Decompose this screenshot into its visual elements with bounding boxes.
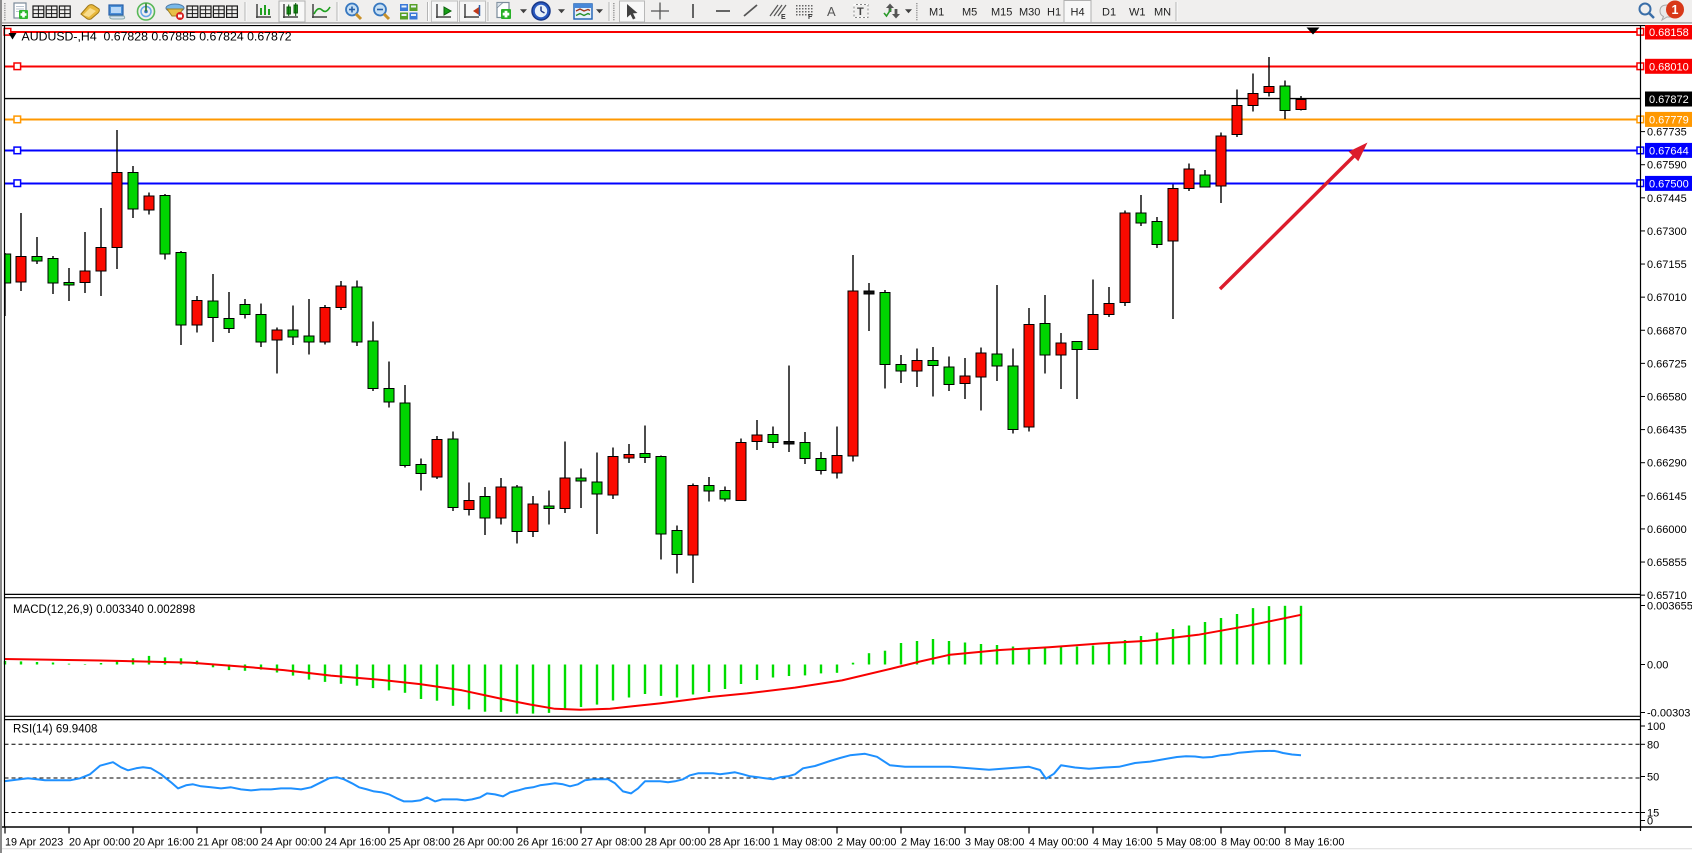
- svg-text:H1: H1: [1047, 7, 1061, 19]
- svg-text:21 Apr 08:00: 21 Apr 08:00: [197, 837, 258, 849]
- svg-text:0.67735: 0.67735: [1647, 127, 1687, 139]
- svg-text:F: F: [808, 14, 813, 21]
- svg-text:26 Apr 16:00: 26 Apr 16:00: [517, 837, 578, 849]
- svg-text:A: A: [827, 4, 836, 19]
- svg-text:0.67779: 0.67779: [1649, 114, 1689, 126]
- svg-text:M5: M5: [962, 7, 977, 19]
- svg-text:2 May 00:00: 2 May 00:00: [837, 837, 896, 849]
- svg-text:24 Apr 16:00: 24 Apr 16:00: [325, 837, 386, 849]
- svg-text:0.67155: 0.67155: [1647, 259, 1687, 271]
- svg-text:0.67300: 0.67300: [1647, 226, 1687, 238]
- svg-text:27 Apr 08:00: 27 Apr 08:00: [581, 837, 642, 849]
- svg-text:20 Apr 16:00: 20 Apr 16:00: [133, 837, 194, 849]
- svg-text:8 May 00:00: 8 May 00:00: [1221, 837, 1280, 849]
- svg-text:26 Apr 00:00: 26 Apr 00:00: [453, 837, 514, 849]
- svg-text:D1: D1: [1102, 7, 1116, 19]
- svg-text:T: T: [857, 6, 864, 18]
- svg-text:15: 15: [1647, 808, 1659, 820]
- svg-text:0.67644: 0.67644: [1649, 145, 1689, 157]
- svg-text:M30: M30: [1019, 7, 1040, 19]
- svg-text:MN: MN: [1154, 7, 1171, 19]
- svg-text:0.003655: 0.003655: [1647, 601, 1692, 613]
- svg-text:0.68010: 0.68010: [1649, 61, 1689, 73]
- svg-text:100: 100: [1647, 721, 1665, 733]
- svg-text:0.67010: 0.67010: [1647, 292, 1687, 304]
- svg-text:3 May 08:00: 3 May 08:00: [965, 837, 1024, 849]
- svg-text:H4: H4: [1071, 7, 1085, 19]
- svg-text:M15: M15: [991, 7, 1012, 19]
- svg-text:0.65710: 0.65710: [1647, 590, 1687, 602]
- svg-text:50: 50: [1647, 772, 1659, 784]
- svg-text:0.66725: 0.66725: [1647, 358, 1687, 370]
- svg-text:0.66000: 0.66000: [1647, 524, 1687, 536]
- svg-text:24 Apr 00:00: 24 Apr 00:00: [261, 837, 322, 849]
- svg-text:0.67590: 0.67590: [1647, 160, 1687, 172]
- svg-text:25 Apr 08:00: 25 Apr 08:00: [389, 837, 450, 849]
- svg-text:0: 0: [1647, 816, 1653, 828]
- svg-text:4 May 00:00: 4 May 00:00: [1029, 837, 1088, 849]
- svg-text:AUDUSD-,H4 0.67828 0.67885 0.: AUDUSD-,H4 0.67828 0.67885 0.67824 0.678…: [22, 30, 292, 44]
- svg-text:0.68158: 0.68158: [1649, 27, 1689, 39]
- svg-text:80: 80: [1647, 739, 1659, 751]
- svg-text:0.66145: 0.66145: [1647, 491, 1687, 503]
- svg-text:28 Apr 16:00: 28 Apr 16:00: [709, 837, 770, 849]
- svg-text:RSI(14) 69.9408: RSI(14) 69.9408: [13, 724, 97, 736]
- svg-text:1: 1: [1672, 3, 1679, 17]
- svg-text:28 Apr 00:00: 28 Apr 00:00: [645, 837, 706, 849]
- svg-text:0.66435: 0.66435: [1647, 425, 1687, 437]
- svg-text:0.66580: 0.66580: [1647, 391, 1687, 403]
- svg-text:0.67445: 0.67445: [1647, 193, 1687, 205]
- svg-text:1 May 08:00: 1 May 08:00: [773, 837, 832, 849]
- svg-text:-0.00303: -0.00303: [1647, 708, 1690, 720]
- svg-text:8 May 16:00: 8 May 16:00: [1285, 837, 1344, 849]
- svg-text:M1: M1: [929, 7, 944, 19]
- svg-text:2 May 16:00: 2 May 16:00: [901, 837, 960, 849]
- svg-text:20 Apr 00:00: 20 Apr 00:00: [69, 837, 130, 849]
- svg-text:5 May 08:00: 5 May 08:00: [1157, 837, 1216, 849]
- svg-text:19 Apr 2023: 19 Apr 2023: [5, 837, 63, 849]
- svg-text:0.00: 0.00: [1647, 660, 1668, 672]
- svg-text:0.67872: 0.67872: [1649, 94, 1689, 106]
- svg-text:E: E: [781, 14, 786, 21]
- svg-text:W1: W1: [1129, 7, 1146, 19]
- svg-text:4 May 16:00: 4 May 16:00: [1093, 837, 1152, 849]
- svg-text:0.66870: 0.66870: [1647, 325, 1687, 337]
- svg-text:0.65855: 0.65855: [1647, 557, 1687, 569]
- svg-text:0.66290: 0.66290: [1647, 458, 1687, 470]
- svg-text:0.67500: 0.67500: [1649, 178, 1689, 190]
- svg-text:MACD(12,26,9) 0.003340 0.00289: MACD(12,26,9) 0.003340 0.002898: [13, 604, 195, 616]
